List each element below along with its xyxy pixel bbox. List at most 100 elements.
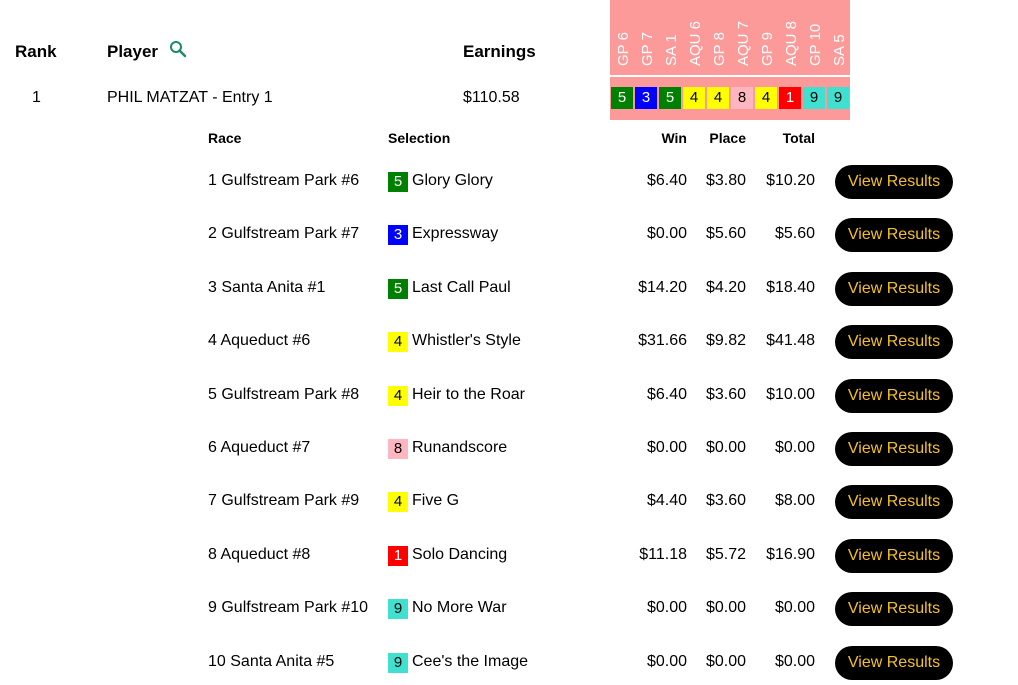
race-column-header: GP 9 (755, 0, 779, 74)
player-header: Player (107, 42, 159, 61)
place-amount: $3.60 (705, 385, 746, 403)
race-column-label: AQU 6 (687, 20, 704, 66)
race-name: 5 Gulfstream Park #8 (208, 385, 360, 403)
race-row: 7 Gulfstream Park #9 4 Five G $4.40 $3.6… (0, 482, 1018, 522)
place-amount: $3.60 (705, 492, 746, 510)
win-amount: $4.40 (646, 492, 687, 510)
earnings-header: Earnings (463, 42, 536, 61)
place-amount: $5.72 (705, 545, 746, 563)
selection-number-badge: 4 (388, 492, 408, 513)
view-results-button[interactable]: View Results (835, 325, 953, 360)
race-name: 3 Santa Anita #1 (208, 278, 326, 296)
rank-header: Rank (15, 42, 57, 61)
race-row: 10 Santa Anita #5 9 Cee's the Image $0.0… (0, 643, 1018, 683)
win-amount: $0.00 (646, 599, 687, 617)
race-column-label: AQU 8 (783, 20, 800, 66)
horse-name: Solo Dancing (412, 545, 508, 563)
race-column-header: GP 10 (803, 0, 827, 74)
pick-badge: 4 (707, 87, 729, 109)
race-row: 9 Gulfstream Park #10 9 No More War $0.0… (0, 589, 1018, 629)
view-results-button[interactable]: View Results (835, 485, 953, 520)
selection-number-badge: 4 (388, 332, 408, 353)
race-column-label: AQU 7 (735, 20, 752, 66)
horse-name: Five G (412, 492, 460, 510)
total-amount: $0.00 (774, 439, 815, 456)
race-column-header: GP 8 (707, 0, 731, 74)
view-results-button[interactable]: View Results (835, 432, 953, 466)
race-name: 9 Gulfstream Park #10 (208, 599, 369, 617)
race-name: 7 Gulfstream Park #9 (208, 492, 360, 510)
place-amount: $4.20 (705, 278, 746, 296)
win-amount: $14.20 (638, 278, 687, 296)
total-amount: $10.00 (766, 385, 815, 403)
pick-badge: 4 (755, 87, 777, 109)
win-amount: $6.40 (646, 385, 687, 403)
horse-name: Glory Glory (412, 172, 493, 189)
horse-name: Heir to the Roar (412, 385, 525, 403)
selection-number-badge: 9 (388, 599, 408, 620)
race-name: 10 Santa Anita #5 (208, 652, 335, 670)
race-column-label: GP 7 (639, 32, 656, 66)
win-amount: $31.66 (638, 332, 687, 350)
win-amount: $0.00 (646, 439, 687, 456)
place-amount: $0.00 (705, 599, 746, 617)
view-results-button[interactable]: View Results (835, 538, 953, 573)
entry-rank: 1 (32, 89, 41, 106)
view-results-button[interactable]: View Results (835, 645, 953, 680)
race-row: 3 Santa Anita #1 5 Last Call Paul $14.20… (0, 269, 1018, 309)
race-column-label: GP 8 (711, 32, 728, 66)
race-name: 4 Aqueduct #6 (208, 332, 311, 350)
horse-name: Runandscore (412, 439, 508, 456)
win-amount: $11.18 (639, 545, 687, 563)
race-column-label: GP 10 (807, 23, 824, 66)
total-amount: $0.00 (774, 599, 815, 617)
race-column-header: SA 5 (827, 0, 851, 74)
race-column-header: GP 6 (611, 0, 635, 74)
race-name: 1 Gulfstream Park #6 (208, 172, 360, 189)
total-amount: $41.48 (766, 332, 815, 350)
place-amount: $0.00 (705, 652, 746, 670)
pick-badge: 8 (731, 87, 753, 109)
selection-number-badge: 5 (388, 278, 408, 299)
total-col-header: Total (782, 130, 815, 146)
pick-badge: 5 (659, 87, 681, 109)
place-amount: $9.82 (705, 332, 746, 350)
view-results-button[interactable]: View Results (835, 165, 953, 199)
view-results-button[interactable]: View Results (835, 592, 953, 627)
total-amount: $0.00 (774, 652, 815, 670)
win-amount: $0.00 (646, 652, 687, 670)
place-col-header: Place (709, 130, 746, 146)
race-column-header: AQU 8 (779, 0, 803, 74)
race-name: 2 Gulfstream Park #7 (208, 225, 360, 243)
pick-badge: 4 (683, 87, 705, 109)
race-row: 5 Gulfstream Park #8 4 Heir to the Roar … (0, 376, 1018, 416)
place-amount: $3.80 (705, 172, 746, 189)
selection-number-badge: 8 (388, 439, 408, 459)
win-amount: $0.00 (646, 225, 687, 243)
race-column-label: SA 5 (831, 34, 848, 66)
selection-number-badge: 1 (388, 545, 408, 566)
race-column-header: SA 1 (659, 0, 683, 74)
race-name: 8 Aqueduct #8 (208, 545, 311, 563)
race-row: 6 Aqueduct #7 8 Runandscore $0.00 $0.00 … (0, 429, 1018, 469)
view-results-button[interactable]: View Results (835, 271, 953, 306)
total-amount: $16.90 (766, 545, 815, 563)
total-amount: $10.20 (766, 172, 815, 189)
race-row: 1 Gulfstream Park #6 5 Glory Glory $6.40… (0, 162, 1018, 202)
total-amount: $8.00 (774, 492, 815, 510)
horse-name: Expressway (412, 225, 499, 243)
view-results-button[interactable]: View Results (835, 378, 953, 413)
entry-player[interactable]: PHIL MATZAT - Entry 1 (107, 89, 273, 106)
horse-name: Cee's the Image (412, 652, 529, 670)
view-results-button[interactable]: View Results (835, 218, 953, 253)
total-amount: $5.60 (774, 225, 815, 243)
search-icon[interactable] (169, 40, 187, 63)
horse-name: Whistler's Style (412, 332, 521, 350)
race-row: 2 Gulfstream Park #7 3 Expressway $0.00 … (0, 215, 1018, 255)
selection-number-badge: 9 (388, 652, 408, 673)
horse-name: No More War (412, 599, 507, 617)
race-column-header: AQU 6 (683, 0, 707, 74)
entry-earnings: $110.58 (463, 89, 520, 106)
selection-col-header: Selection (388, 130, 451, 146)
pick-badge: 3 (635, 87, 657, 109)
